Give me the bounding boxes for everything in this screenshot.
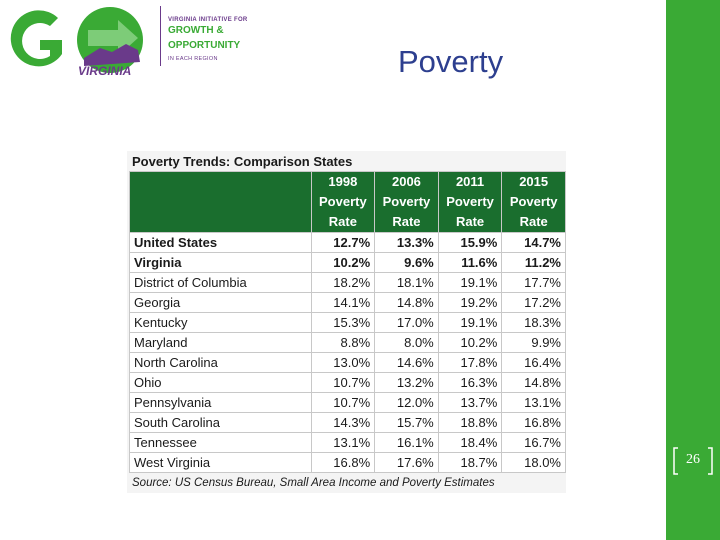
rate-cell: 12.0% [374,392,439,413]
rate-cell: 18.4% [437,432,503,453]
rate-cell: 13.7% [437,392,503,413]
rate-cell: 13.0% [310,352,376,373]
logo-virginia-text: VIRGINIA [78,64,132,78]
page-number-text: 26 [686,452,700,467]
rate-cell: 16.8% [501,412,566,433]
rate-cell: 8.0% [374,332,439,353]
rate-cell: 11.6% [437,252,503,273]
rate-cell: 14.8% [501,372,566,393]
table-row: Tennessee 13.1% 16.1% 18.4% 16.7% [129,432,566,453]
rate-cell: 10.7% [310,372,376,393]
rate-cell: 15.3% [310,312,376,333]
table-row: Virginia 10.2% 9.6% 11.6% 11.2% [129,252,566,273]
rate-cell: 13.2% [374,372,439,393]
rate-cell: 17.2% [501,292,566,313]
rate-cell: 17.6% [374,452,439,473]
rate-cell: 14.3% [310,412,376,433]
state-cell: Tennessee [129,432,312,453]
page-number-brackets [673,447,713,475]
table-row: Ohio 10.7% 13.2% 16.3% 14.8% [129,372,566,393]
table-row: Maryland 8.8% 8.0% 10.2% 9.9% [129,332,566,353]
state-cell: North Carolina [129,352,312,373]
rate-cell: 16.3% [437,372,503,393]
rate-cell: 18.2% [310,272,376,293]
rate-cell: 18.7% [437,452,503,473]
rate-cell: 13.1% [310,432,376,453]
rate-cell: 16.4% [501,352,566,373]
rate-cell: 11.2% [501,252,566,273]
logo-divider [160,6,161,66]
header-state-blank [129,171,312,233]
rate-cell: 10.2% [437,332,503,353]
table-row: North Carolina 13.0% 14.6% 17.8% 16.4% [129,352,566,373]
rate-cell: 16.7% [501,432,566,453]
logo-line-1: VIRGINIA INITIATIVE FOR [168,17,248,23]
rate-cell: 12.7% [310,232,376,253]
rate-cell: 10.7% [310,392,376,413]
rate-cell: 9.6% [374,252,439,273]
rate-cell: 14.6% [374,352,439,373]
rate-cell: 17.7% [501,272,566,293]
state-cell: United States [129,232,312,253]
state-cell: District of Columbia [129,272,312,293]
rate-cell: 13.1% [501,392,566,413]
rate-cell: 8.8% [310,332,376,353]
header-2015: 2015 Poverty Rate [501,171,566,233]
rate-cell: 15.9% [437,232,503,253]
rate-cell: 18.3% [501,312,566,333]
page-number: 26 [670,446,716,476]
logo-line-4: IN EACH REGION [168,56,218,62]
rate-cell: 17.8% [437,352,503,373]
rate-cell: 13.3% [374,232,439,253]
state-cell: West Virginia [129,452,312,473]
table-row: District of Columbia 18.2% 18.1% 19.1% 17.7% [129,272,566,293]
go-logo-mark [10,7,143,73]
rate-cell: 19.2% [437,292,503,313]
table-row: Kentucky 15.3% 17.0% 19.1% 18.3% [129,312,566,333]
table-body: United States 12.7% 13.3% 15.9% 14.7% Virgini… [129,232,566,473]
state-cell: South Carolina [129,412,312,433]
go-virginia-logo: VIRGINIA VIRGINIA INITIATIVE FOR GROWTH … [0,0,260,86]
state-cell: Kentucky [129,312,312,333]
table-row: Pennsylvania 10.7% 12.0% 13.7% 13.1% [129,392,566,413]
table-row: South Carolina 14.3% 15.7% 18.8% 16.8% [129,412,566,433]
rate-cell: 18.8% [437,412,503,433]
rate-cell: 10.2% [310,252,376,273]
table-row: United States 12.7% 13.3% 15.9% 14.7% [129,232,566,253]
state-cell: Ohio [129,372,312,393]
table-row: West Virginia 16.8% 17.6% 18.7% 18.0% [129,452,566,473]
state-cell: Virginia [129,252,312,273]
rate-cell: 16.1% [374,432,439,453]
header-1998: 1998 Poverty Rate [310,171,376,233]
rate-cell: 18.1% [374,272,439,293]
header-2006: 2006 Poverty Rate [374,171,439,233]
poverty-table-panel: Poverty Trends: Comparison States 1998 Po… [127,151,566,493]
rate-cell: 19.1% [437,312,503,333]
rate-cell: 14.8% [374,292,439,313]
slide-title: Poverty [398,44,504,79]
rate-cell: 14.1% [310,292,376,313]
table-title: Poverty Trends: Comparison States [132,154,353,169]
state-cell: Georgia [129,292,312,313]
rate-cell: 19.1% [437,272,503,293]
rate-cell: 17.0% [374,312,439,333]
table-row: Georgia 14.1% 14.8% 19.2% 17.2% [129,292,566,313]
rate-cell: 9.9% [501,332,566,353]
header-2011: 2011 Poverty Rate [437,171,503,233]
rate-cell: 15.7% [374,412,439,433]
logo-line-3: OPPORTUNITY [168,40,241,51]
state-cell: Maryland [129,332,312,353]
logo-line-2: GROWTH & [168,25,224,36]
poverty-table: 1998 Poverty Rate 2006 Poverty Rate 2011 Pove… [129,171,566,473]
table-source: Source: US Census Bureau, Small Area Inc… [132,477,495,489]
state-cell: Pennsylvania [129,392,312,413]
rate-cell: 14.7% [501,232,566,253]
rate-cell: 18.0% [501,452,566,473]
right-accent-bar [666,0,720,540]
table-header-row: 1998 Poverty Rate 2006 Poverty Rate 2011 Pove… [129,171,566,233]
rate-cell: 16.8% [310,452,376,473]
